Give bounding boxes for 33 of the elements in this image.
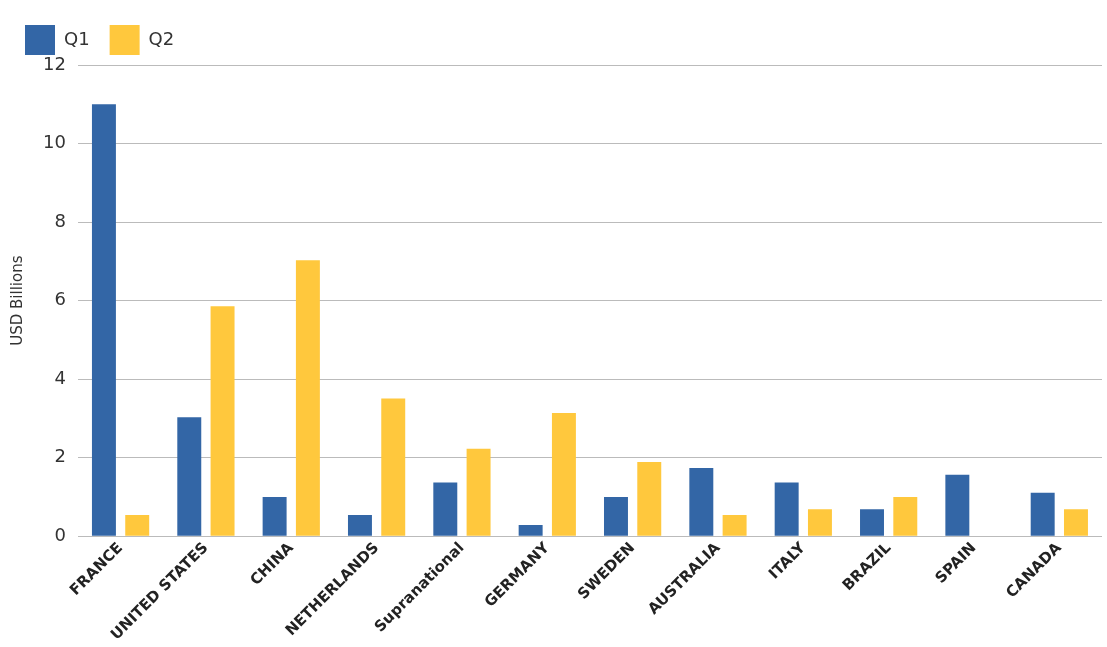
legend-label: Q1 (64, 27, 90, 49)
y-tick-label: 6 (54, 288, 66, 310)
y-axis-title: USD Billions (7, 255, 26, 346)
bar (945, 474, 970, 536)
bar (347, 515, 372, 536)
bar (722, 515, 747, 536)
bar (551, 412, 576, 536)
bar (177, 417, 202, 536)
bar (893, 497, 918, 536)
bar (381, 398, 406, 536)
bar (637, 462, 662, 536)
bar (807, 509, 832, 536)
y-tick-label: 2 (54, 445, 66, 467)
legend-label: Q2 (148, 27, 175, 49)
bar (689, 467, 714, 536)
bar (774, 482, 799, 536)
y-tick-label: 10 (43, 131, 66, 153)
bar (125, 515, 150, 536)
bar (295, 260, 320, 536)
bar (1030, 492, 1055, 536)
y-tick-label: 0 (54, 523, 66, 545)
bar (210, 306, 235, 536)
bar (466, 448, 491, 536)
bar (860, 509, 884, 536)
bar (518, 524, 543, 536)
bar (1063, 509, 1088, 536)
bar (91, 104, 116, 536)
bar (604, 497, 628, 536)
bar (262, 497, 287, 536)
y-tick-label: 8 (54, 209, 66, 231)
y-tick-label: 12 (43, 52, 66, 74)
y-tick-label: 4 (54, 366, 66, 388)
bar (433, 482, 458, 536)
